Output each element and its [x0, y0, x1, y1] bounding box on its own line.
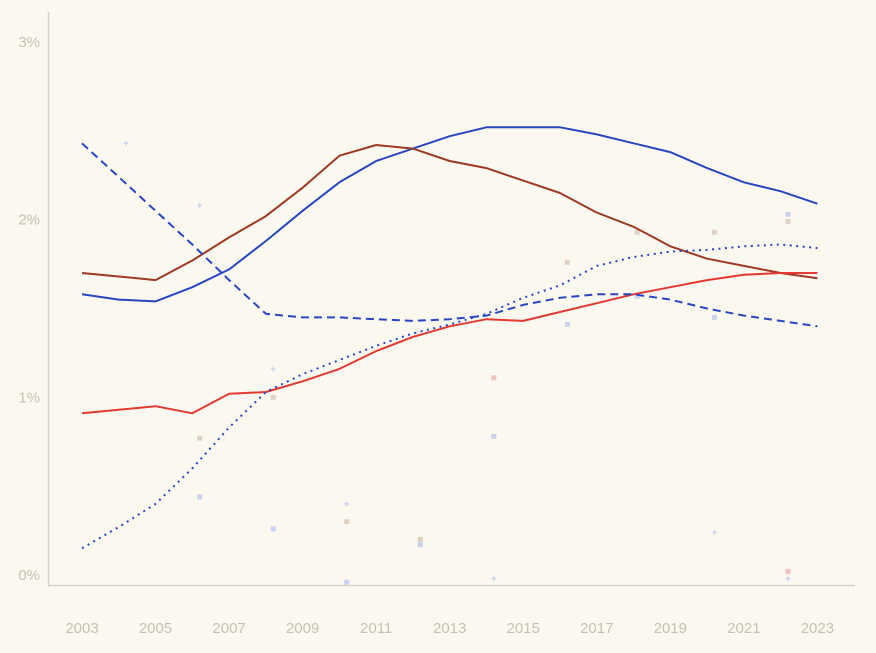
scatter-marker-square-center: [713, 316, 716, 319]
scatter-marker-square-center: [492, 376, 495, 379]
y-tick-label: 0%: [18, 567, 40, 584]
series-line-solid-blue: [81, 126, 818, 303]
scatter-marker-square-center: [345, 520, 348, 523]
y-tick-label: 1%: [18, 389, 40, 406]
scatter-marker-square-center: [786, 570, 789, 573]
scatter-marker-square-center: [198, 437, 201, 440]
x-tick-label: 2009: [286, 620, 319, 637]
scatter-marker-square-center: [566, 323, 569, 326]
x-tick-label: 2011: [360, 620, 392, 637]
scatter-marker-square-center: [636, 231, 639, 234]
scatter-marker-square-center: [713, 231, 716, 234]
scatter-marker-square-center: [566, 261, 569, 264]
scatter-marker-star: [343, 500, 350, 508]
x-tick-label: 2007: [212, 620, 245, 637]
series-line-dashed-blue: [81, 142, 818, 328]
x-tick-label: 2017: [580, 620, 613, 637]
scatter-marker-star: [490, 575, 498, 582]
scatter-marker-star: [711, 529, 718, 536]
scatter-marker-square-center: [198, 495, 201, 498]
x-tick-label: 2015: [507, 620, 540, 637]
series-line-solid-dark-red: [81, 144, 818, 282]
scatter-marker-square-center: [786, 220, 789, 223]
x-tick-label: 2023: [801, 620, 834, 637]
y-tick-label: 2%: [18, 212, 40, 229]
scatter-marker-star: [270, 365, 277, 373]
scatter-marker-star: [196, 202, 203, 209]
y-tick-label: 3%: [18, 34, 40, 51]
scatter-marker-square-center: [492, 435, 495, 438]
scatter-marker-square-center: [636, 295, 639, 298]
x-tick-label: 2021: [727, 620, 760, 637]
x-tick-label: 2003: [65, 620, 98, 637]
scatter-marker-square-center: [272, 396, 275, 399]
scatter-marker-square-center: [345, 581, 348, 584]
x-tick-label: 2005: [139, 620, 172, 637]
x-tick-label: 2019: [654, 620, 687, 637]
scatter-marker-star: [784, 575, 792, 582]
scatter-marker-square-center: [786, 213, 789, 216]
scatter-marker-square-center: [419, 543, 422, 546]
series-line-solid-red: [81, 272, 818, 415]
scatter-marker-square-center: [272, 527, 275, 530]
scatter-marker-square-center: [419, 538, 422, 541]
x-tick-label: 2013: [433, 620, 466, 637]
scatter-marker-star: [122, 140, 130, 147]
